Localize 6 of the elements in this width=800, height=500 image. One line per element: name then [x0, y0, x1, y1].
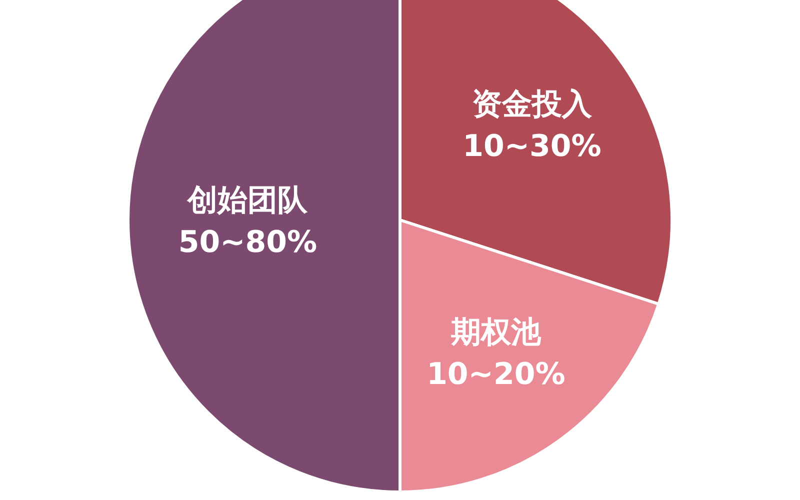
data-label: 10~30%: [462, 129, 602, 164]
slice-label: 期权池: [450, 315, 542, 350]
data-label: 50~80%: [178, 225, 318, 260]
data-label: 10~20%: [426, 357, 566, 392]
slice-label: 创始团队: [186, 183, 309, 218]
slice-label: 资金投入: [472, 87, 594, 122]
